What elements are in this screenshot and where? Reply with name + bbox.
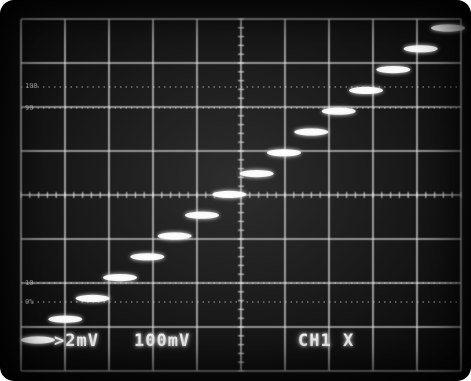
trace-step [376, 66, 411, 74]
trace-step [349, 86, 383, 94]
marker-100: 100 [25, 82, 38, 90]
marker-10: 10 [25, 279, 34, 287]
graticule-dotted-lines [21, 86, 461, 303]
trace-step [75, 294, 110, 302]
trace-step [185, 211, 219, 219]
marker-0-percent: 0% [25, 298, 34, 306]
marker-90: 90 [25, 104, 34, 112]
trace-step [103, 274, 137, 282]
trace-step [212, 190, 247, 198]
trace-step [267, 149, 301, 157]
trace-step [431, 24, 465, 32]
trace-step [48, 315, 83, 323]
ch2-scale-readout: 100mV [134, 331, 191, 351]
trace-step [157, 232, 192, 240]
trace-step [321, 107, 356, 115]
mode-readout: CH1 X [298, 331, 355, 351]
staircase-trace [21, 24, 465, 344]
trace-step [239, 170, 274, 178]
trace-step [21, 336, 55, 344]
graticule-center-ticks [20, 18, 462, 372]
trace-step [403, 45, 438, 53]
ch1-scale-readout: >2mV [54, 331, 99, 351]
trace-step [294, 128, 329, 136]
trace-step [130, 253, 165, 261]
